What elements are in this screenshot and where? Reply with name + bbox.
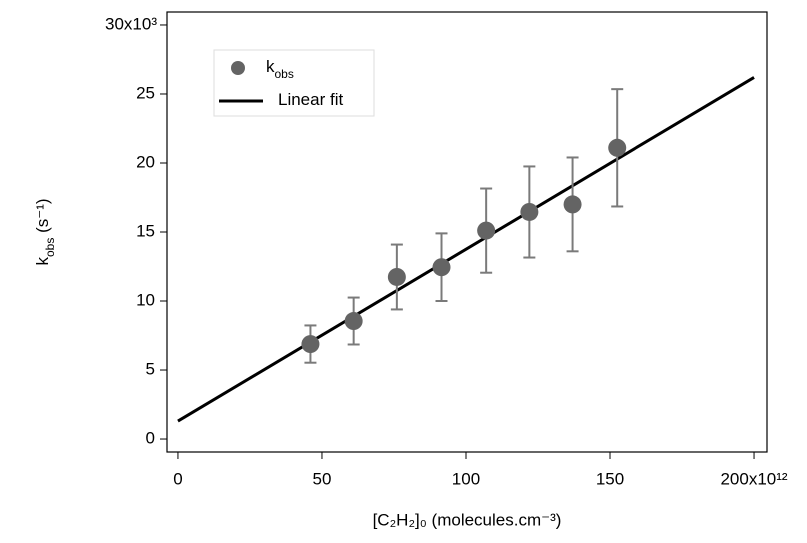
text-segment: k xyxy=(33,257,52,266)
fit-line xyxy=(177,76,755,423)
data-point xyxy=(563,195,582,214)
y-axis-label: kobs (s⁻¹) xyxy=(33,198,57,265)
legend-box xyxy=(213,49,375,117)
x-tick-label: 100 xyxy=(452,469,480,488)
text-segment: Linear fit xyxy=(278,90,343,109)
data-point xyxy=(344,312,363,331)
y-tick-label: 10 xyxy=(136,290,155,309)
data-point xyxy=(520,202,539,221)
legend-label: Linear fit xyxy=(278,90,343,109)
text-segment: obs xyxy=(275,67,294,81)
y-tick-label: 30x10³ xyxy=(105,14,157,33)
legend-marker xyxy=(231,61,245,75)
text-segment: (s⁻¹) xyxy=(33,198,52,237)
y-tick-label: 5 xyxy=(146,360,155,379)
x-axis-label: [C₂H₂]₀ (molecules.cm⁻³) xyxy=(373,510,562,529)
x-tick-label: 200x10¹² xyxy=(720,469,787,488)
text-segment: obs xyxy=(43,238,57,257)
data-point xyxy=(432,258,451,277)
y-tick-label: 20 xyxy=(136,152,155,171)
x-tick-label: 0 xyxy=(173,469,182,488)
legend-label: kobs xyxy=(266,57,294,81)
y-tick-label: 15 xyxy=(136,221,155,240)
x-tick-label: 50 xyxy=(313,469,332,488)
y-tick-label: 25 xyxy=(136,83,155,102)
x-tick-label: 150 xyxy=(596,469,624,488)
data-point xyxy=(477,221,496,240)
y-tick-label: 0 xyxy=(146,429,155,448)
data-point xyxy=(301,335,320,354)
data-point xyxy=(608,138,627,157)
data-point xyxy=(387,267,406,286)
text-segment: k xyxy=(266,57,275,76)
